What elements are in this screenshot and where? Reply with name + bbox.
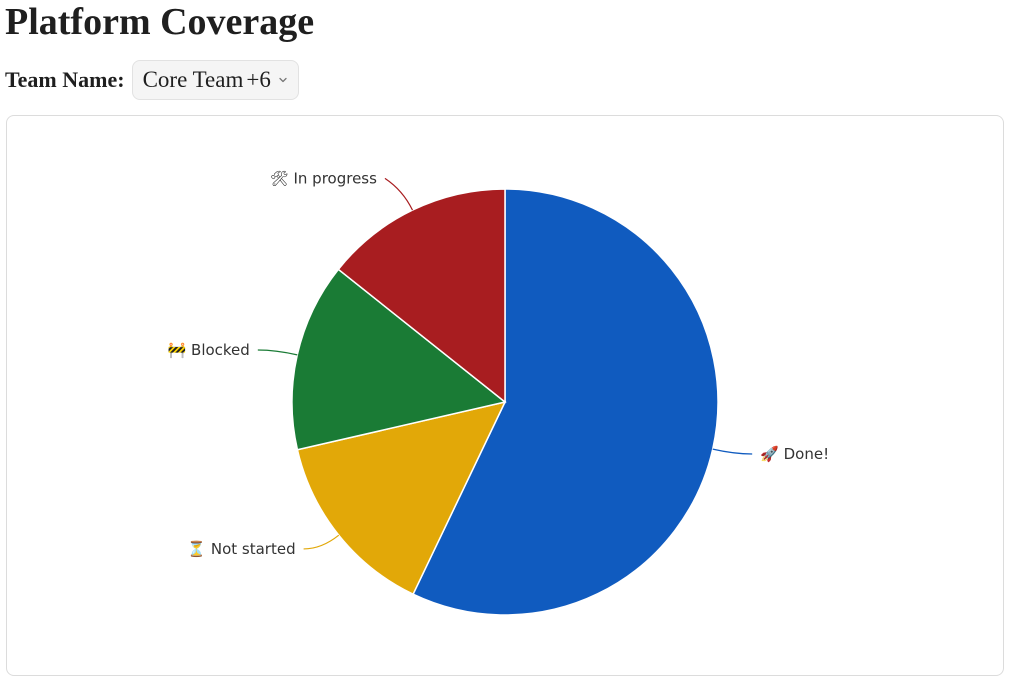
pie-slices bbox=[291, 188, 719, 616]
team-filter: Team Name: Core Team +6 bbox=[5, 60, 299, 100]
pie-slice-label: 🚧 Blocked bbox=[168, 341, 250, 359]
team-select-extra-count: +6 bbox=[246, 67, 271, 92]
pie-chart: 🚀 Done! ⏳ Not started 🚧 Blocked 🛠 In progre… bbox=[168, 169, 830, 616]
pie-labels: 🚀 Done! ⏳ Not started 🚧 Blocked 🛠 In progre… bbox=[168, 169, 830, 558]
pie-leader-line bbox=[712, 448, 753, 455]
pie-leader-line bbox=[303, 534, 340, 550]
team-name-select[interactable]: Core Team +6 bbox=[131, 60, 299, 100]
pie-slice-label: ⏳ Not started bbox=[187, 540, 295, 558]
pie-slice[interactable] bbox=[412, 188, 719, 616]
pie-leader-line bbox=[384, 177, 414, 211]
team-select-value: Core Team bbox=[142, 67, 244, 92]
page-title: Platform Coverage bbox=[5, 1, 315, 43]
pie-leader-line bbox=[257, 349, 298, 356]
team-filter-label: Team Name: bbox=[5, 67, 125, 92]
pie-slice-label: 🚀 Done! bbox=[760, 445, 829, 463]
chevron-down-icon bbox=[279, 77, 287, 83]
chart-card: 🚀 Done! ⏳ Not started 🚧 Blocked 🛠 In progre… bbox=[6, 115, 1004, 676]
pie-slice[interactable] bbox=[337, 188, 506, 404]
pie-slice[interactable] bbox=[291, 268, 507, 451]
pie-slice-label: 🛠 In progress bbox=[270, 169, 377, 187]
